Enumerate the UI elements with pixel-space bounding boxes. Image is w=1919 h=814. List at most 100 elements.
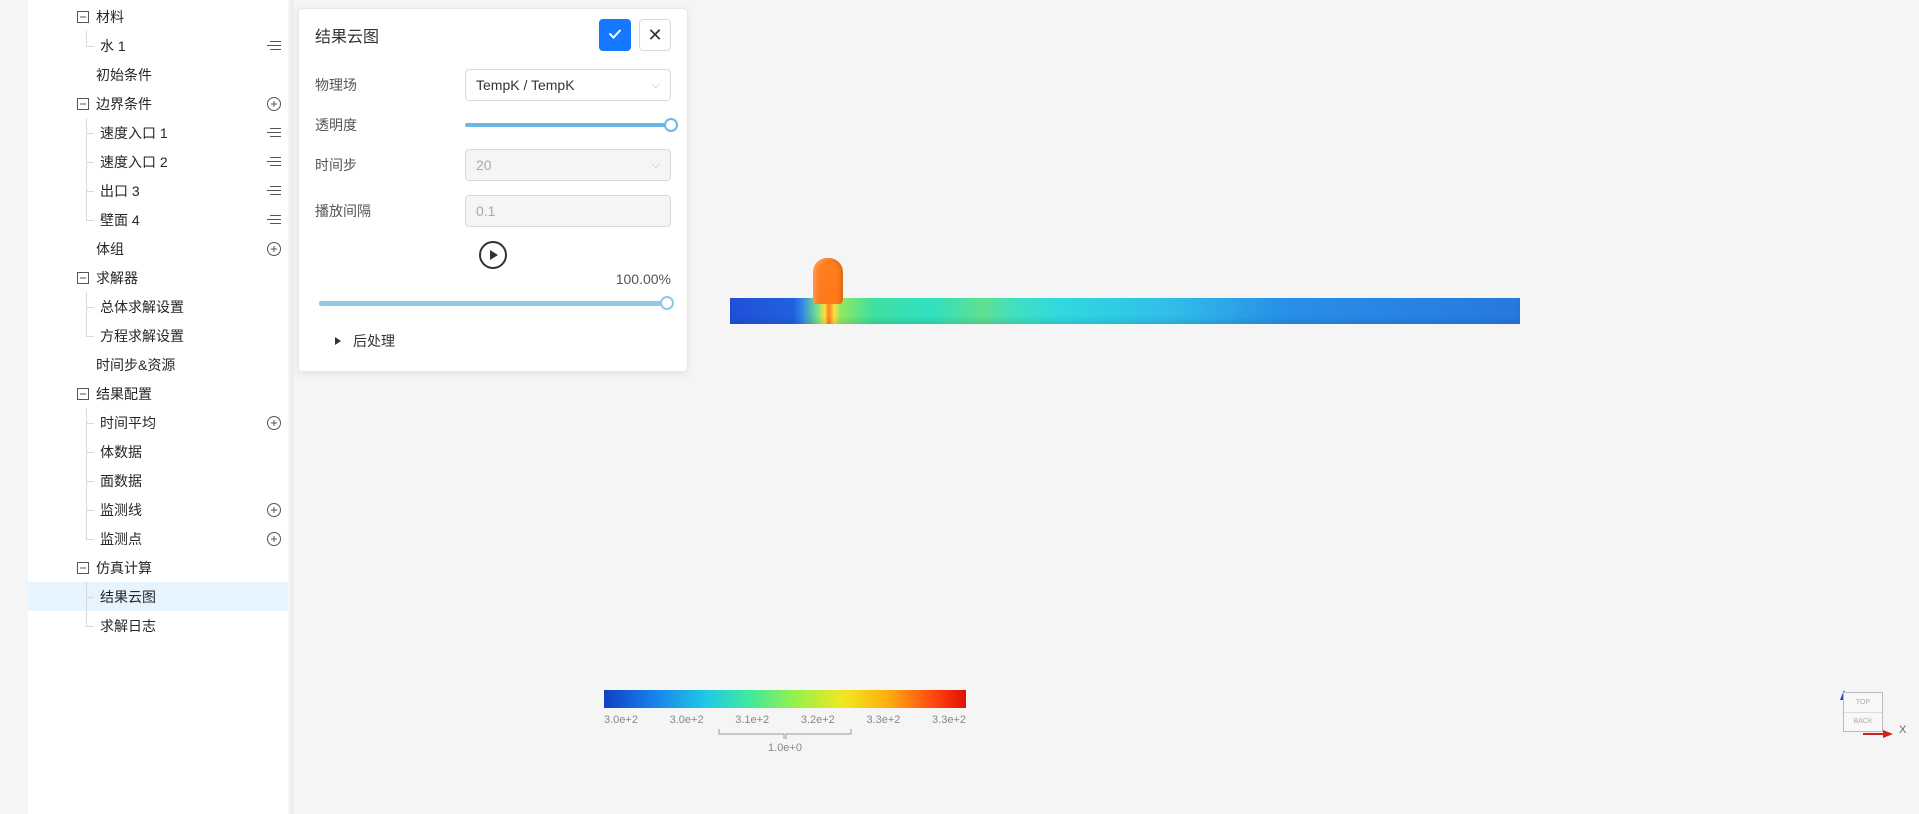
row-physics-field: 物理场 TempK / TempK ⌵: [315, 69, 671, 101]
chevron-down-icon: ⌵: [652, 79, 660, 92]
row-opacity: 透明度: [315, 115, 671, 135]
legend-scale: 1.0e+0: [604, 742, 966, 754]
tree-item-result-contour[interactable]: 结果云图: [28, 582, 288, 611]
opacity-slider[interactable]: [465, 115, 671, 135]
tree-item-volume-data[interactable]: 体数据: [28, 437, 288, 466]
tree-label: 总体求解设置: [100, 297, 288, 317]
model-tree-sidebar: 材料 水 1 初始条件 边界条件 速度入口 1 速度入口 2 出口 3 壁面 4…: [28, 0, 288, 814]
tree-label: 结果云图: [100, 587, 288, 607]
simulation-contour: [730, 298, 1520, 324]
add-icon[interactable]: [260, 532, 288, 546]
collapse-icon[interactable]: [76, 271, 90, 285]
orientation-cube[interactable]: TOP BACK: [1843, 692, 1883, 732]
confirm-button[interactable]: [599, 19, 631, 51]
legend-tick: 3.3e+2: [866, 714, 900, 726]
tree-item-materials[interactable]: 材料: [28, 2, 288, 31]
tree-item-water1[interactable]: 水 1: [28, 31, 288, 60]
tree-item-wall-4[interactable]: 壁面 4: [28, 205, 288, 234]
tree-item-global-solver[interactable]: 总体求解设置: [28, 292, 288, 321]
add-icon[interactable]: [260, 503, 288, 517]
sidebar-divider[interactable]: [290, 0, 294, 814]
tree-label: 结果配置: [96, 384, 288, 404]
color-legend: 3.0e+2 3.0e+2 3.1e+2 3.2e+2 3.3e+2 3.3e+…: [604, 690, 966, 754]
tree-label: 求解日志: [100, 616, 288, 636]
tree-item-volume-groups[interactable]: 体组: [28, 234, 288, 263]
flow-domain-bar: [730, 298, 1520, 324]
collapse-icon[interactable]: [76, 97, 90, 111]
legend-tick: 3.1e+2: [735, 714, 769, 726]
options-icon[interactable]: [260, 157, 288, 167]
panel-header: 结果云图 ✕: [315, 19, 671, 51]
axis-x-arrow: [1883, 730, 1893, 738]
tree-label: 初始条件: [96, 65, 288, 85]
cube-face-top[interactable]: TOP: [1844, 693, 1882, 713]
physics-field-select[interactable]: TempK / TempK ⌵: [465, 69, 671, 101]
tree-label: 体组: [96, 239, 260, 259]
tree-item-initial-conditions[interactable]: 初始条件: [28, 60, 288, 89]
orientation-widget[interactable]: TOP BACK X: [1827, 692, 1897, 752]
legend-tick: 3.0e+2: [670, 714, 704, 726]
collapse-icon[interactable]: [76, 10, 90, 24]
tree-item-timestep-resources[interactable]: 时间步&资源: [28, 350, 288, 379]
options-icon[interactable]: [260, 128, 288, 138]
legend-ticks: 3.0e+2 3.0e+2 3.1e+2 3.2e+2 3.3e+2 3.3e+…: [604, 714, 966, 726]
select-value: 20: [476, 157, 492, 173]
select-value: TempK / TempK: [476, 77, 575, 93]
add-icon[interactable]: [260, 242, 288, 256]
tree-label: 水 1: [100, 36, 260, 56]
tree-item-result-config[interactable]: 结果配置: [28, 379, 288, 408]
close-icon: ✕: [647, 26, 662, 44]
opacity-label: 透明度: [315, 115, 465, 135]
tree-item-outlet-3[interactable]: 出口 3: [28, 176, 288, 205]
timestep-label: 时间步: [315, 155, 465, 175]
field-label: 物理场: [315, 75, 465, 95]
tree-item-velocity-inlet-1[interactable]: 速度入口 1: [28, 118, 288, 147]
input-value: 0.1: [476, 203, 495, 219]
options-icon[interactable]: [260, 215, 288, 225]
tree-label: 仿真计算: [96, 558, 288, 578]
tree-label: 出口 3: [100, 181, 260, 201]
tree-label: 监测点: [100, 529, 260, 549]
progress-slider[interactable]: [319, 293, 667, 313]
interval-input[interactable]: 0.1: [465, 195, 671, 227]
tree-item-boundary-conditions[interactable]: 边界条件: [28, 89, 288, 118]
options-icon[interactable]: [260, 186, 288, 196]
row-timestep: 时间步 20 ⌵: [315, 149, 671, 181]
tree-item-monitor-lines[interactable]: 监测线: [28, 495, 288, 524]
tree-label: 时间平均: [100, 413, 260, 433]
tree-label: 速度入口 1: [100, 123, 260, 143]
hot-plume: [813, 258, 843, 304]
tree-item-simulation-compute[interactable]: 仿真计算: [28, 553, 288, 582]
row-interval: 播放间隔 0.1: [315, 195, 671, 227]
postprocess-section[interactable]: 后处理: [335, 331, 671, 351]
timestep-select[interactable]: 20 ⌵: [465, 149, 671, 181]
collapse-icon[interactable]: [76, 387, 90, 401]
tree-label: 壁面 4: [100, 210, 260, 230]
chevron-down-icon: ⌵: [652, 159, 660, 172]
postprocess-label: 后处理: [353, 331, 395, 351]
close-button[interactable]: ✕: [639, 19, 671, 51]
tree-label: 材料: [96, 7, 288, 27]
tree-item-time-average[interactable]: 时间平均: [28, 408, 288, 437]
slider-handle[interactable]: [664, 118, 678, 132]
legend-gradient: [604, 690, 966, 708]
options-icon[interactable]: [260, 41, 288, 51]
tree-item-velocity-inlet-2[interactable]: 速度入口 2: [28, 147, 288, 176]
add-icon[interactable]: [260, 416, 288, 430]
slider-handle[interactable]: [660, 296, 674, 310]
axis-x-line: [1863, 733, 1883, 735]
cube-face-back[interactable]: BACK: [1844, 713, 1882, 732]
panel-title: 结果云图: [315, 23, 599, 47]
tree-item-solver[interactable]: 求解器: [28, 263, 288, 292]
tree-item-equation-solver[interactable]: 方程求解设置: [28, 321, 288, 350]
legend-bracket: [604, 728, 966, 740]
tree-label: 时间步&资源: [96, 355, 288, 375]
progress-percent: 100.00%: [315, 271, 671, 287]
play-button[interactable]: [479, 241, 507, 269]
tree-item-solve-log[interactable]: 求解日志: [28, 611, 288, 640]
collapse-icon[interactable]: [76, 561, 90, 575]
tree-label: 边界条件: [96, 94, 260, 114]
tree-item-surface-data[interactable]: 面数据: [28, 466, 288, 495]
add-icon[interactable]: [260, 97, 288, 111]
tree-item-monitor-points[interactable]: 监测点: [28, 524, 288, 553]
